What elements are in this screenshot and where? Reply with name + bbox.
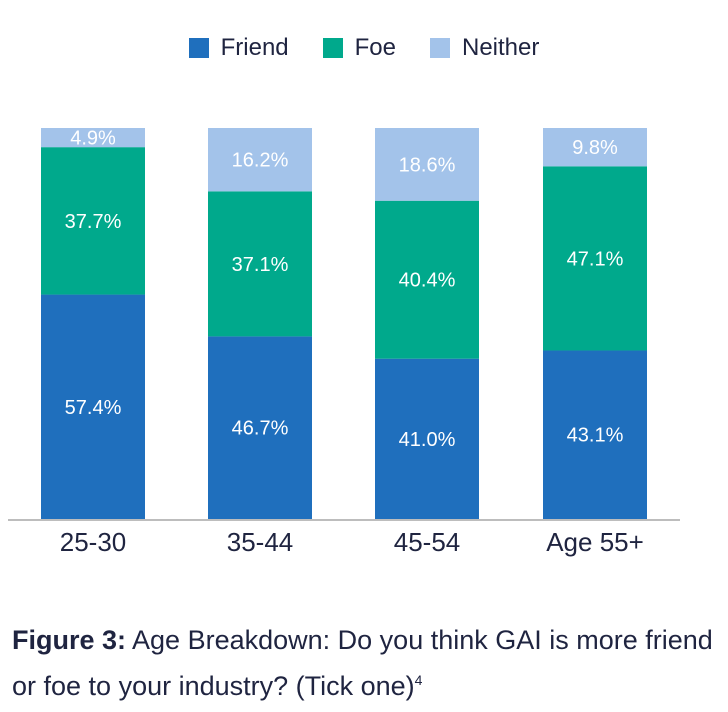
figure-caption: Figure 3: Age Breakdown: Do you think GA… bbox=[12, 620, 717, 706]
data-label-foe-2: 40.4% bbox=[399, 270, 456, 292]
x-tick-label-2: 45-54 bbox=[394, 527, 461, 557]
legend-swatch-neither bbox=[430, 38, 450, 58]
data-label-neither-0: 4.9% bbox=[70, 128, 116, 150]
data-label-friend-2: 41.0% bbox=[399, 429, 456, 451]
legend-swatch-friend bbox=[188, 38, 209, 58]
data-label-friend-1: 46.7% bbox=[232, 418, 289, 440]
data-label-neither-1: 16.2% bbox=[232, 150, 289, 172]
legend-item-foe: Foe bbox=[322, 34, 396, 62]
bar-friend-1 bbox=[208, 336, 312, 519]
x-tick-label-3: Age 55+ bbox=[546, 527, 644, 557]
data-label-foe-0: 37.7% bbox=[65, 211, 122, 233]
bar-friend-2 bbox=[375, 358, 479, 519]
bar-foe-0 bbox=[41, 147, 145, 295]
chart-legend: Friend Foe Neither bbox=[0, 34, 728, 62]
bar-foe-3 bbox=[543, 166, 647, 351]
bar-friend-0 bbox=[41, 294, 145, 519]
data-label-neither-2: 18.6% bbox=[399, 154, 456, 176]
data-label-foe-3: 47.1% bbox=[567, 248, 624, 270]
bar-foe-2 bbox=[375, 200, 479, 359]
x-tick-label-0: 25-30 bbox=[60, 527, 127, 557]
legend-label-neither: Neither bbox=[462, 34, 540, 61]
legend-item-neither: Neither bbox=[430, 34, 539, 62]
legend-label-foe: Foe bbox=[354, 34, 396, 61]
caption-text: Age Breakdown: Do you think GAI is more … bbox=[12, 625, 713, 701]
figure-label: Figure 3: bbox=[12, 625, 127, 655]
bar-neither-0 bbox=[41, 128, 145, 148]
bar-foe-1 bbox=[208, 191, 312, 337]
legend-item-friend: Friend bbox=[188, 34, 289, 62]
bar-neither-1 bbox=[208, 128, 312, 192]
legend-swatch-foe bbox=[322, 38, 343, 58]
data-label-neither-3: 9.8% bbox=[572, 137, 618, 159]
bar-neither-2 bbox=[375, 128, 479, 201]
bar-friend-3 bbox=[543, 350, 647, 519]
bar-neither-3 bbox=[543, 128, 647, 167]
data-label-foe-1: 37.1% bbox=[232, 254, 289, 276]
data-label-friend-3: 43.1% bbox=[567, 425, 624, 447]
x-tick-label-1: 35-44 bbox=[227, 527, 294, 557]
stacked-bar-chart: 57.4% 37.7% 4.9% 25-30 46.7% 37.1% 16.2% 35-44 4… bbox=[8, 128, 680, 557]
footnote-marker: 4 bbox=[414, 672, 423, 688]
legend-label-friend: Friend bbox=[220, 34, 289, 61]
data-label-friend-0: 57.4% bbox=[65, 397, 122, 419]
